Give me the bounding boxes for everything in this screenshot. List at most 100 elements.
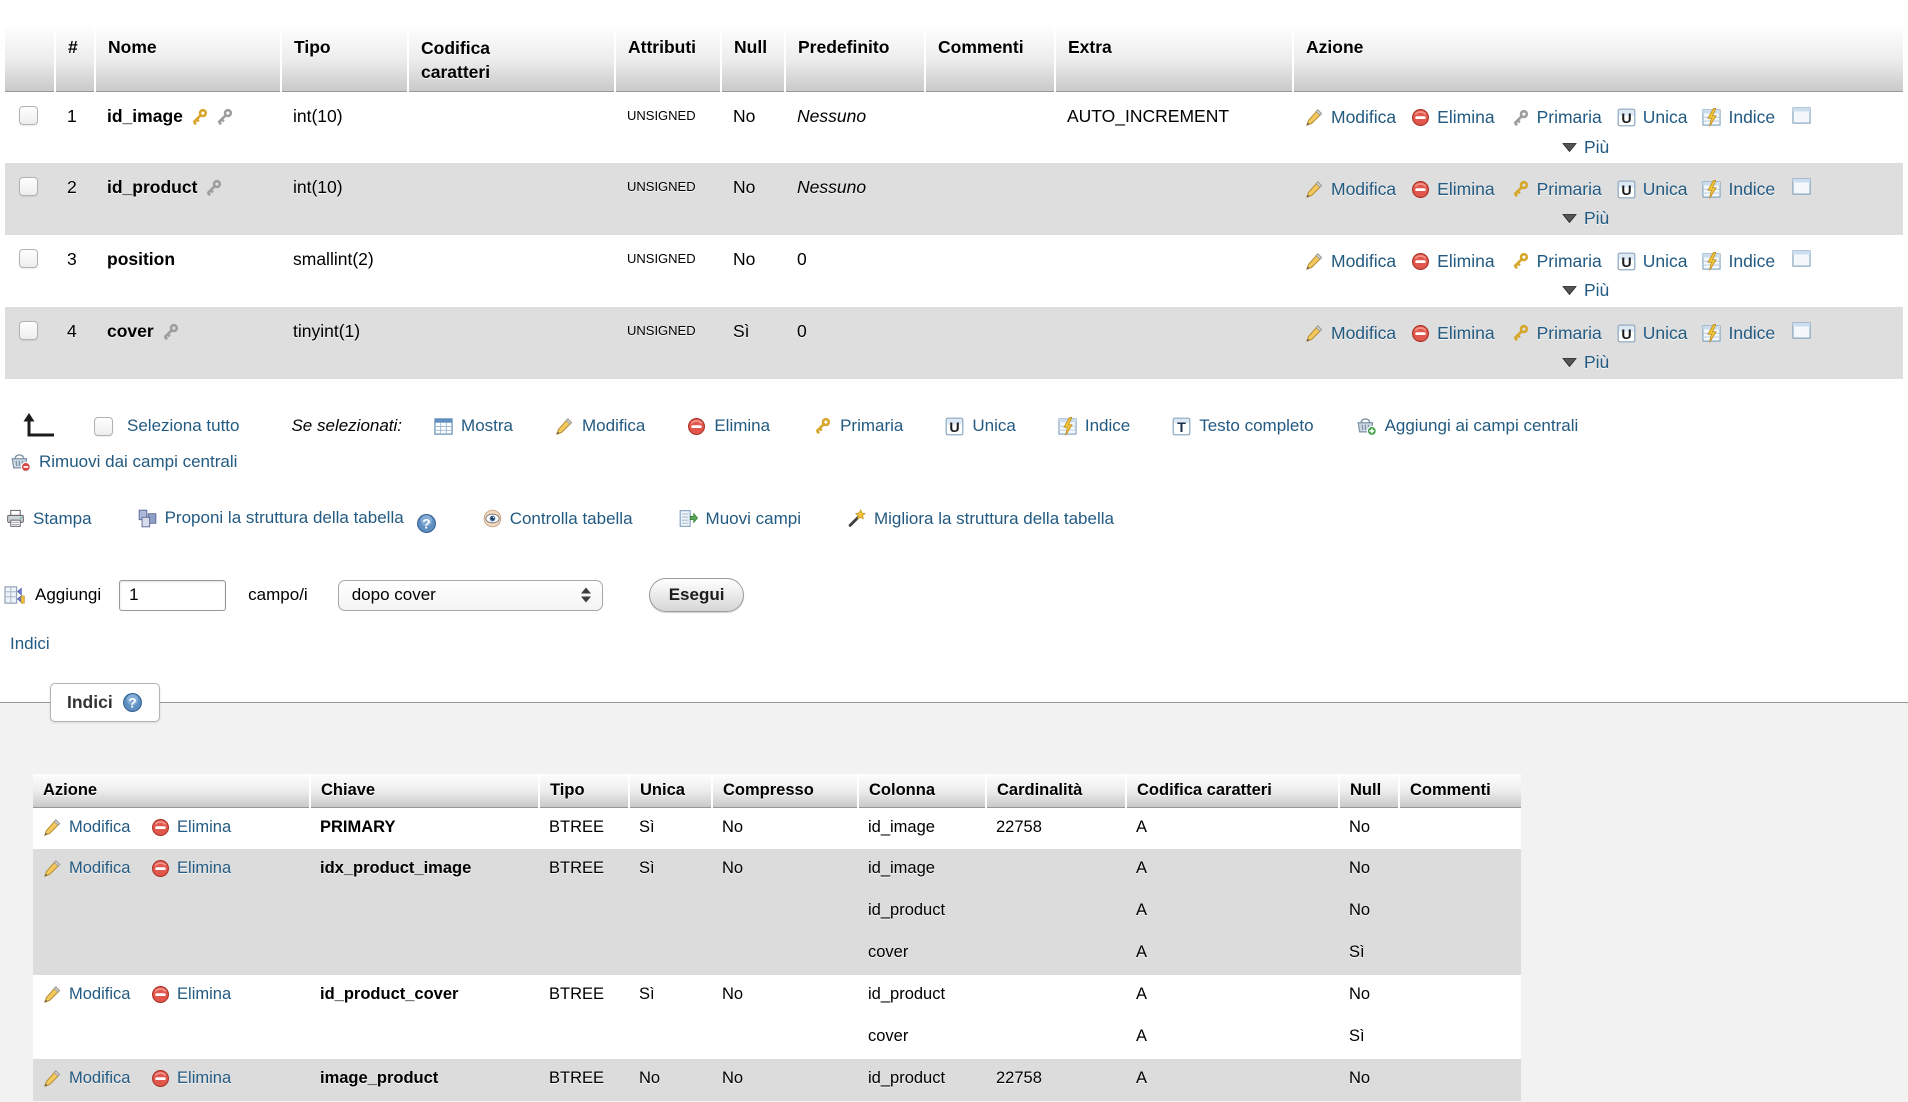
unique-column-link[interactable]: U Unica <box>1617 179 1687 200</box>
browse-icon[interactable] <box>434 417 453 436</box>
move-columns-icon[interactable] <box>679 509 698 528</box>
select-all-link[interactable]: Seleziona tutto <box>127 416 240 435</box>
pencil-icon[interactable] <box>43 985 62 1004</box>
row-checkbox[interactable] <box>19 105 38 125</box>
chevron-down-icon[interactable] <box>1562 357 1577 368</box>
tool-controlla-tabella[interactable]: Controlla tabella <box>483 509 633 529</box>
row-checkbox[interactable] <box>19 321 38 340</box>
edit-column-link[interactable]: Modifica <box>1305 251 1396 272</box>
drop-icon[interactable] <box>1411 180 1430 199</box>
pencil-icon[interactable] <box>1305 324 1324 343</box>
help-icon[interactable]: ? <box>416 513 437 534</box>
chevron-down-icon[interactable] <box>1562 142 1577 153</box>
gold-key-icon[interactable] <box>812 416 832 436</box>
unique-icon[interactable]: U <box>1617 252 1636 271</box>
eye-icon[interactable] <box>483 509 502 528</box>
unique-column-link[interactable]: U Unica <box>1617 107 1687 128</box>
field-position-select[interactable]: dopo cover <box>337 579 603 611</box>
index-icon[interactable] <box>1702 251 1722 271</box>
selected-action-rimuovi-dai-campi-centrali[interactable]: Rimuovi dai campi centrali <box>10 452 237 472</box>
drop-icon[interactable] <box>1411 108 1430 127</box>
chevron-down-icon[interactable] <box>1562 213 1577 224</box>
go-button[interactable]: Esegui <box>648 578 745 612</box>
index-icon[interactable] <box>1702 179 1722 199</box>
fulltext-icon[interactable]: T <box>1172 417 1191 436</box>
pencil-icon[interactable] <box>43 1069 62 1088</box>
selected-action-elimina[interactable]: Elimina <box>687 416 770 436</box>
drop-icon[interactable] <box>151 818 170 837</box>
tool-stampa[interactable]: Stampa <box>6 509 92 529</box>
structure-icon[interactable] <box>138 509 157 528</box>
selected-action-indice[interactable]: Indice <box>1058 416 1130 436</box>
unique-icon[interactable]: U <box>1617 180 1636 199</box>
pencil-icon[interactable] <box>43 859 62 878</box>
primary-column-link[interactable]: Primaria <box>1510 323 1602 344</box>
drop-icon[interactable] <box>1411 324 1430 343</box>
index-icon[interactable] <box>1058 416 1077 436</box>
drop-icon[interactable] <box>151 1069 170 1088</box>
drop-icon[interactable] <box>687 417 706 436</box>
primary-column-link[interactable]: Primaria <box>1510 179 1602 200</box>
selected-action-primaria[interactable]: Primaria <box>812 416 903 436</box>
drop-index-link[interactable]: Elimina <box>151 1069 231 1088</box>
index-column-link[interactable]: Indice <box>1702 107 1775 128</box>
more-actions-link[interactable]: Più <box>1562 352 1609 373</box>
drop-column-link[interactable]: Elimina <box>1411 107 1495 128</box>
select-all-checkbox[interactable] <box>94 416 113 436</box>
edit-column-link[interactable]: Modifica <box>1305 179 1396 200</box>
edit-index-link[interactable]: Modifica <box>43 1069 130 1088</box>
index-icon[interactable] <box>1702 108 1722 127</box>
selected-action-testo-completo[interactable]: T Testo completo <box>1172 416 1314 436</box>
drop-index-link[interactable]: Elimina <box>151 818 231 837</box>
printer-icon[interactable] <box>6 509 25 528</box>
selected-action-modifica[interactable]: Modifica <box>555 416 645 436</box>
drop-icon[interactable] <box>151 985 170 1004</box>
pencil-icon[interactable] <box>1305 180 1324 199</box>
gold-key-icon[interactable] <box>1510 251 1530 271</box>
edit-column-link[interactable]: Modifica <box>1305 323 1396 344</box>
gold-key-icon[interactable] <box>1510 323 1530 343</box>
basket-remove-icon[interactable] <box>10 452 31 472</box>
more-actions-link[interactable]: Più <box>1562 137 1609 158</box>
more-actions-link[interactable]: Più <box>1562 280 1609 301</box>
unique-column-link[interactable]: U Unica <box>1617 251 1687 272</box>
tool-migliora-la-struttura-della-tabella[interactable]: Migliora la struttura della tabella <box>847 509 1114 529</box>
primary-column-link[interactable]: Primaria <box>1510 251 1602 272</box>
field-count-input[interactable] <box>119 579 227 611</box>
indexes-anchor-link[interactable]: Indici <box>10 634 50 653</box>
row-checkbox[interactable] <box>19 249 38 268</box>
drop-icon[interactable] <box>1411 252 1430 271</box>
pencil-icon[interactable] <box>1305 252 1324 271</box>
selected-action-mostra[interactable]: Mostra <box>434 416 513 436</box>
gray-key-icon[interactable] <box>1510 108 1530 128</box>
unique-icon[interactable]: U <box>1617 324 1636 343</box>
pencil-icon[interactable] <box>555 417 574 436</box>
unique-column-link[interactable]: U Unica <box>1617 323 1687 344</box>
drop-index-link[interactable]: Elimina <box>151 985 231 1004</box>
index-column-link[interactable]: Indice <box>1702 323 1775 344</box>
drop-column-link[interactable]: Elimina <box>1411 323 1495 344</box>
edit-index-link[interactable]: Modifica <box>43 818 130 837</box>
index-column-link[interactable]: Indice <box>1702 179 1775 200</box>
unique-icon[interactable]: U <box>1617 108 1636 127</box>
drop-icon[interactable] <box>151 859 170 878</box>
index-icon[interactable] <box>1702 323 1722 343</box>
more-actions-link[interactable]: Più <box>1562 208 1609 229</box>
edit-index-link[interactable]: Modifica <box>43 859 130 878</box>
basket-add-icon[interactable] <box>1356 416 1377 436</box>
tool-muovi-campi[interactable]: Muovi campi <box>679 509 801 529</box>
primary-column-link[interactable]: Primaria <box>1510 107 1602 128</box>
chevron-down-icon[interactable] <box>1562 285 1577 296</box>
gold-key-icon[interactable] <box>1510 179 1530 199</box>
tool-proponi-la-struttura-della-tabella[interactable]: Proponi la struttura della tabella <box>138 508 404 528</box>
row-checkbox[interactable] <box>19 177 38 196</box>
drop-column-link[interactable]: Elimina <box>1411 179 1495 200</box>
index-column-link[interactable]: Indice <box>1702 251 1775 272</box>
wand-icon[interactable] <box>847 509 866 528</box>
selected-action-aggiungi-ai-campi-centrali[interactable]: Aggiungi ai campi centrali <box>1356 416 1578 436</box>
drop-index-link[interactable]: Elimina <box>151 859 231 878</box>
selected-action-unica[interactable]: U Unica <box>945 416 1016 436</box>
edit-column-link[interactable]: Modifica <box>1305 107 1396 128</box>
unique-icon[interactable]: U <box>945 417 964 436</box>
pencil-icon[interactable] <box>1305 108 1324 127</box>
